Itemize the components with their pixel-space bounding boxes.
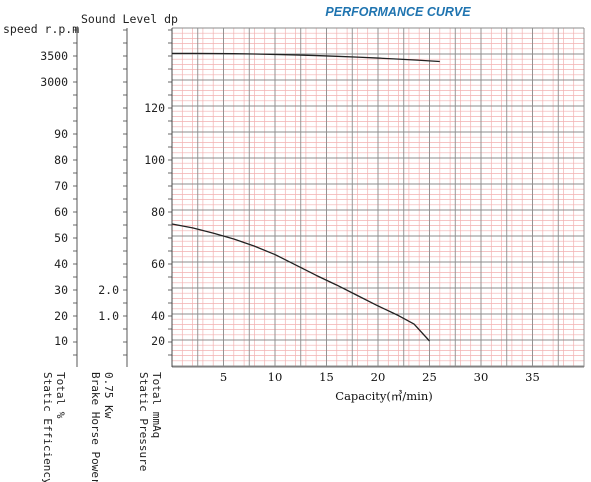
speed-axis-title: speed r.p.m xyxy=(3,22,79,36)
speed-tick-label: 80 xyxy=(54,153,68,167)
speed-tick-label: 40 xyxy=(54,257,68,271)
static-pressure-curve xyxy=(171,223,430,342)
speed-tick-label: 50 xyxy=(54,231,68,245)
x-axis-title: Capacity(㎥/min) xyxy=(335,389,432,403)
pressure-tick-label: 60 xyxy=(151,257,165,271)
x-tick-label: 10 xyxy=(268,370,283,384)
power-axis-label: Brake Horse Power xyxy=(89,372,102,482)
x-tick-label: 30 xyxy=(474,370,489,384)
efficiency-axis-label: Static Efficiency xyxy=(41,372,54,482)
speed-tick-label: 90 xyxy=(54,127,68,141)
speed-tick-label: 10 xyxy=(54,334,68,348)
pressure-tick-label: 20 xyxy=(151,334,165,348)
chart-title: PERFORMANCE CURVE xyxy=(325,5,471,19)
chart-axes xyxy=(73,28,173,367)
power-axis-label: 0.75 Kw xyxy=(102,372,115,419)
x-tick-label: 35 xyxy=(525,370,540,384)
efficiency-axis-label: Total % xyxy=(54,372,67,419)
speed-tick-label: 20 xyxy=(54,309,68,323)
x-tick-label: 15 xyxy=(319,370,334,384)
chart-grid xyxy=(171,27,585,368)
x-tick-label: 20 xyxy=(371,370,386,384)
speed-curve xyxy=(172,52,440,63)
pressure-tick-label: 100 xyxy=(144,153,165,167)
speed-tick-label: 30 xyxy=(54,283,68,297)
x-tick-label: 25 xyxy=(422,370,437,384)
pressure-tick-label: 80 xyxy=(151,205,165,219)
sound-axis-title: Sound Level dp xyxy=(81,12,178,26)
chart-series xyxy=(171,52,440,342)
power-tick-label: 1.0 xyxy=(98,309,119,323)
speed-tick-label: 3000 xyxy=(40,75,68,89)
pressure-tick-label: 40 xyxy=(151,309,165,323)
speed-tick-label: 70 xyxy=(54,179,68,193)
x-tick-label: 5 xyxy=(220,370,227,384)
chart-labels: 3500 3000 90 80 70 60 50 40 30 20 10 2.0 1.0 120 100 80… xyxy=(40,49,540,482)
power-tick-label: 2.0 xyxy=(98,283,119,297)
pressure-tick-label: 120 xyxy=(144,101,165,115)
speed-tick-label: 3500 xyxy=(40,49,68,63)
pressure-axis-label: Static Pressure xyxy=(137,372,150,471)
pressure-axis-label: Total mmAq xyxy=(150,372,163,438)
speed-tick-label: 60 xyxy=(54,205,68,219)
